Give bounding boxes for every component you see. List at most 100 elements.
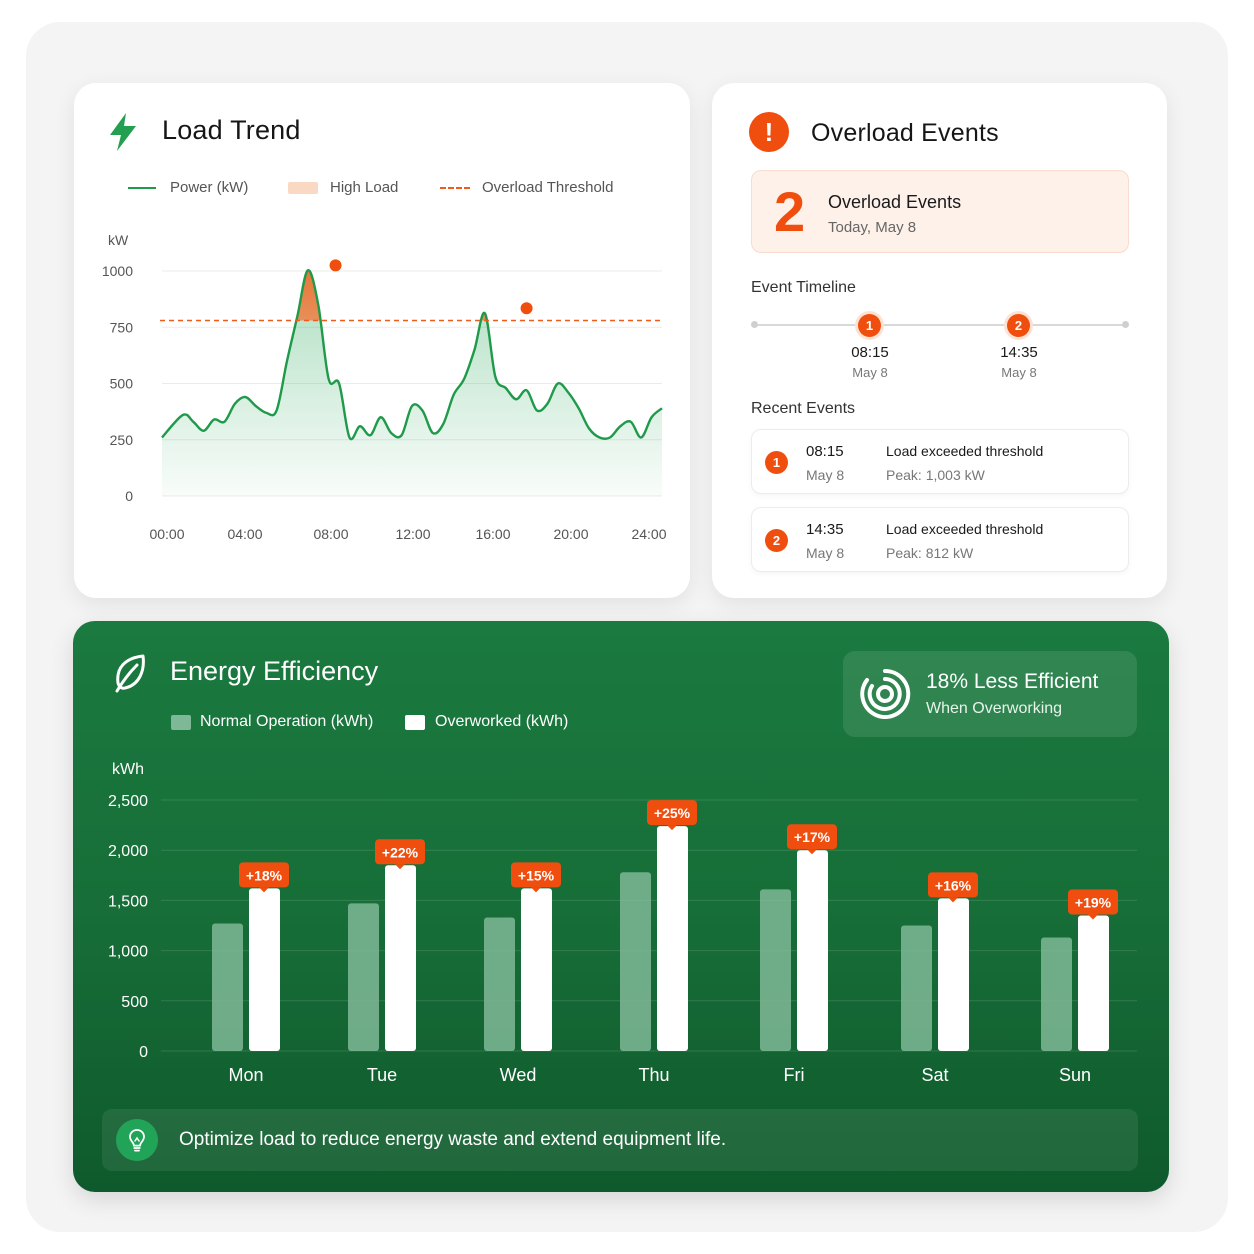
legend-high-load: High Load — [288, 179, 398, 196]
percent-label: +18% — [239, 862, 289, 893]
percent-label-text: +22% — [382, 844, 419, 860]
percent-label-bg — [647, 800, 697, 826]
overload-title: Overload Events — [811, 119, 999, 147]
bar-overworked — [1078, 915, 1109, 1051]
event-description: Load exceeded threshold — [886, 443, 1044, 459]
y-tick-label: 2,500 — [108, 793, 148, 810]
x-tick-label: 12:00 — [395, 526, 430, 542]
x-tick-label: Thu — [638, 1065, 669, 1085]
legend-over-swatch — [405, 714, 425, 730]
x-tick-label: Sun — [1059, 1065, 1091, 1085]
percent-label-text: +16% — [935, 877, 972, 893]
energy-efficiency-card: Energy Efficiency Normal Operation (kWh)… — [73, 621, 1169, 1192]
y-tick-label: 1,500 — [108, 893, 148, 910]
power-line — [161, 269, 663, 441]
leaf-icon — [115, 654, 145, 693]
y-tick-label: 1,000 — [108, 944, 148, 961]
peak-marker — [520, 302, 533, 315]
event-number: 2 — [765, 529, 788, 552]
x-tick-label: 08:00 — [313, 526, 348, 542]
legend-normal-label: Normal Operation (kWh) — [200, 713, 374, 730]
event-peak: Peak: 812 kW — [886, 545, 974, 561]
timeline-date-2: May 8 — [1001, 365, 1037, 380]
y-tick-label: 0 — [139, 1044, 148, 1061]
event-row-1[interactable]: 1 08:15 May 8 Load exceeded threshold Pe… — [751, 429, 1129, 494]
y-tick-label: 500 — [110, 376, 134, 392]
bar-normal — [620, 872, 651, 1051]
event-number: 1 — [765, 451, 788, 474]
percent-label-text: +17% — [794, 829, 831, 845]
percent-label-text: +18% — [246, 867, 283, 883]
x-tick-label: 04:00 — [227, 526, 262, 542]
bar-overworked — [797, 850, 828, 1051]
bar-overworked — [249, 888, 280, 1051]
bar-normal — [760, 889, 791, 1051]
event-date: May 8 — [806, 467, 845, 483]
power-area — [162, 270, 662, 496]
percent-label: +16% — [928, 872, 978, 903]
efficiency-badge-title: 18% Less Efficient — [926, 670, 1099, 693]
percent-label-pointer — [395, 864, 405, 870]
x-tick-label: 00:00 — [149, 526, 184, 542]
x-tick-label: Sat — [921, 1065, 948, 1085]
efficiency-chart: kWh 2,500 2,000 1,500 1,000 500 0 +18% +22% +15… — [108, 761, 1137, 1085]
bar-overworked — [521, 888, 552, 1051]
percent-label: +15% — [511, 862, 561, 893]
timeline-time-2: 14:35 — [1000, 344, 1038, 361]
percent-label: +19% — [1068, 889, 1118, 920]
percent-label-bg — [375, 839, 425, 865]
percent-label-bg — [787, 824, 837, 850]
load-trend-chart: 1000 750 500 250 0 00:00 04:00 08:00 12:00 16:00… — [102, 232, 667, 542]
legend-over-label: Overworked (kWh) — [435, 713, 569, 730]
bar-normal — [1041, 937, 1072, 1051]
percent-label-bg — [928, 872, 978, 898]
x-tick-label: Mon — [228, 1065, 263, 1085]
overload-summary: 2 Overload Events Today, May 8 — [751, 170, 1129, 253]
legend-threshold-label: Overload Threshold — [482, 179, 614, 196]
timeline-track — [753, 324, 1127, 326]
efficiency-badge-subtitle: When Overworking — [926, 700, 1063, 717]
timeline-date-1: May 8 — [852, 365, 888, 380]
y-tick-label: 0 — [125, 488, 133, 504]
peak-marker — [329, 259, 342, 272]
timeline-marker-2[interactable]: 2 — [1007, 314, 1030, 337]
recent-events-label: Recent Events — [751, 400, 856, 417]
high-load-area — [296, 270, 487, 321]
lightbulb-icon — [116, 1119, 158, 1161]
bar-normal — [901, 925, 932, 1051]
timeline-time-1: 08:15 — [851, 344, 889, 361]
x-tick-label: 16:00 — [475, 526, 510, 542]
percent-label-pointer — [948, 897, 958, 903]
efficiency-badge: 18% Less Efficient When Overworking — [843, 651, 1137, 737]
load-trend-card: Load Trend Power (kW) High Load Overload… — [74, 83, 690, 598]
legend-over: Overworked (kWh) — [405, 713, 568, 731]
timeline-label: Event Timeline — [751, 279, 856, 296]
y-tick-label: 500 — [121, 994, 148, 1011]
event-description: Load exceeded threshold — [886, 521, 1044, 537]
x-tick-label: Wed — [500, 1065, 537, 1085]
overload-events-card: ! Overload Events 2 Overload Events Toda… — [712, 83, 1167, 598]
timeline-end — [1122, 321, 1129, 328]
percent-label-text: +25% — [654, 805, 691, 821]
event-peak: Peak: 1,003 kW — [886, 467, 985, 483]
bar-normal — [484, 917, 515, 1051]
percent-label-pointer — [1088, 914, 1098, 920]
bar-overworked — [385, 865, 416, 1051]
legend-normal-swatch — [171, 714, 191, 730]
legend-power-label: Power (kW) — [170, 179, 249, 196]
y-tick-label: 2,000 — [108, 843, 148, 860]
event-time: 14:35 — [806, 521, 844, 538]
percent-label-pointer — [667, 825, 677, 831]
percent-label-bg — [511, 862, 561, 888]
percent-label-pointer — [531, 887, 541, 893]
percent-label-bg — [239, 862, 289, 888]
timeline-marker-1[interactable]: 1 — [858, 314, 881, 337]
lightning-bolt-icon — [110, 113, 136, 151]
event-row-2[interactable]: 2 14:35 May 8 Load exceeded threshold Pe… — [751, 507, 1129, 572]
timeline-start — [751, 321, 758, 328]
legend-high-load-label: High Load — [330, 179, 399, 196]
percent-label-text: +19% — [1075, 894, 1112, 910]
x-tick-label: 24:00 — [631, 526, 666, 542]
percent-label: +25% — [647, 800, 697, 831]
efficiency-tip-text: Optimize load to reduce energy waste and… — [179, 1129, 727, 1150]
